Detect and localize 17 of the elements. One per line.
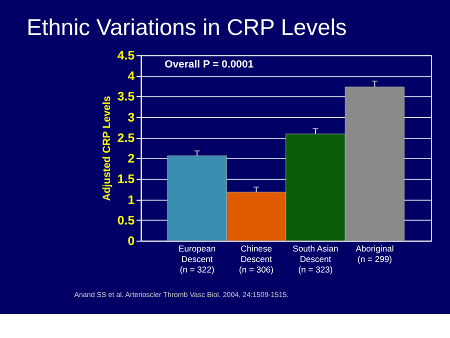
annotation: Overall P = 0.0001	[164, 60, 254, 71]
x-tick-label: European Descent (n = 322)	[178, 244, 216, 275]
y-tick-label: 0	[128, 234, 135, 248]
y-tick-label: 3.5	[117, 90, 135, 104]
y-axis-title: Adjusted CRP Levels	[102, 96, 113, 201]
chart-title: Ethnic Variations in CRP Levels	[26, 14, 347, 40]
y-tick-label: 4	[128, 69, 135, 84]
x-tick-label: Chinese Descent (n = 306)	[239, 244, 274, 275]
y-tick-label: 1.5	[117, 172, 135, 186]
y-tick-label: 3	[128, 110, 135, 124]
y-tick-label: 2	[128, 152, 135, 166]
y-tick-label: 4.5	[117, 48, 135, 62]
y-tick-label: 0.5	[117, 213, 135, 228]
x-tick-label: South Asian Descent (n = 323)	[292, 244, 339, 275]
y-tick-label: 2.5	[117, 130, 135, 145]
x-tick-label: Aboriginal (n = 299)	[356, 244, 394, 264]
y-tick-label: 1	[128, 192, 135, 207]
